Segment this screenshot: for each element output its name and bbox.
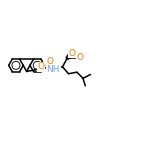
Text: O: O <box>68 49 75 58</box>
Text: O: O <box>47 57 54 66</box>
Text: NH: NH <box>47 65 60 74</box>
Text: O: O <box>38 62 45 71</box>
Text: O: O <box>77 53 84 62</box>
